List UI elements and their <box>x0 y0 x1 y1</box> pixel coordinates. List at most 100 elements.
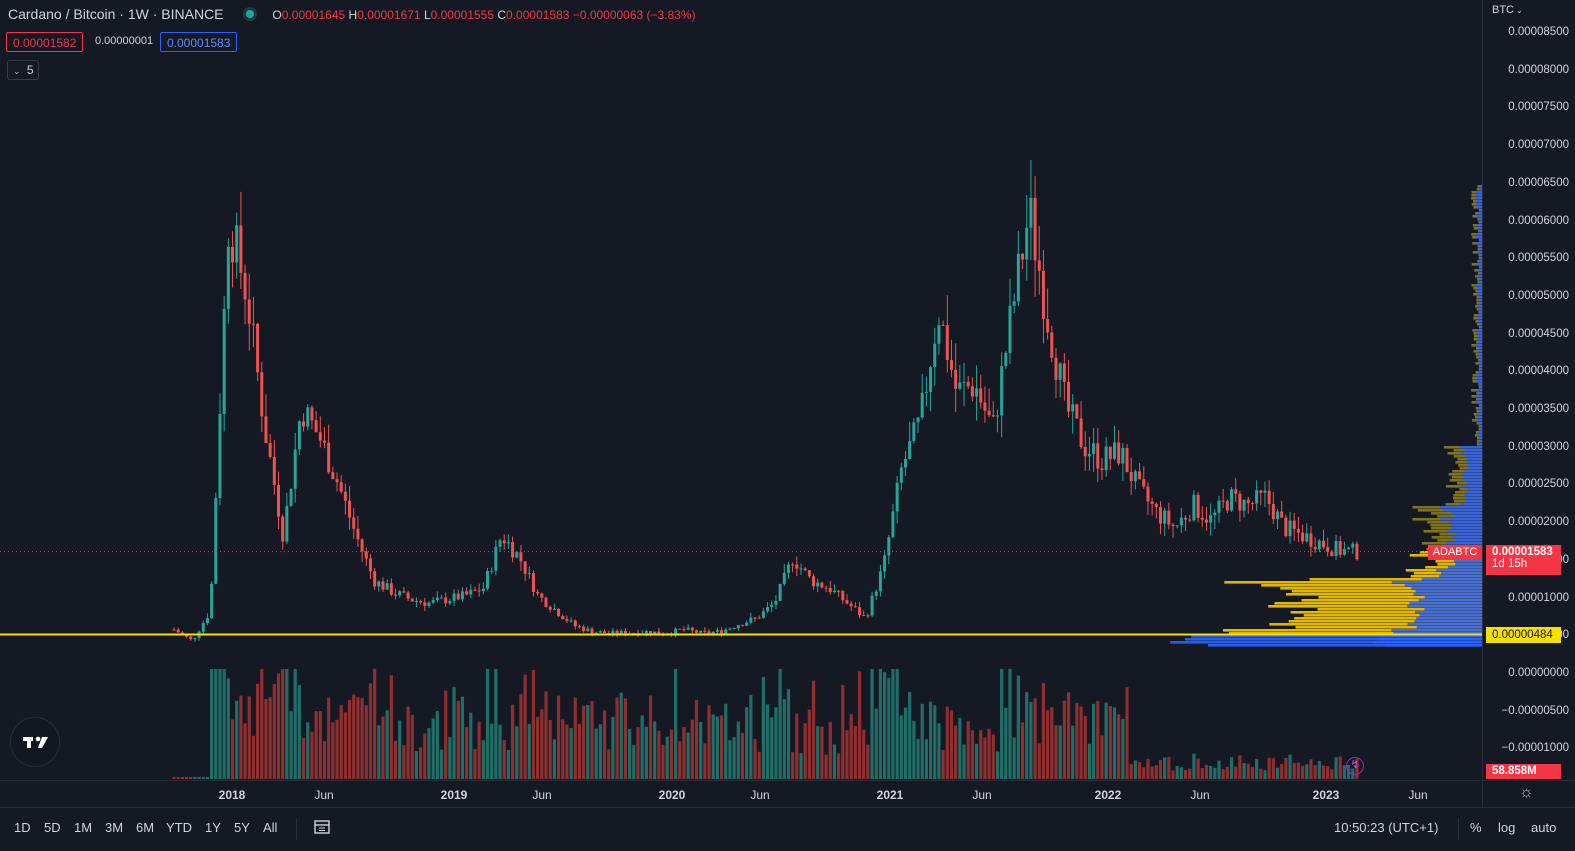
volume-bar <box>205 777 210 779</box>
candle <box>849 600 853 611</box>
volume-bar <box>281 669 285 779</box>
volume-profile-row-down <box>1478 296 1482 299</box>
symbol-title[interactable]: Cardano / Bitcoin · 1W · BINANCE <box>8 6 224 22</box>
candle <box>172 627 176 631</box>
volume-bar <box>690 719 694 779</box>
timeframe-button-ytd[interactable]: YTD <box>166 820 192 835</box>
candle <box>824 585 828 593</box>
volume-bar <box>841 685 845 779</box>
volume-profile-row-down <box>1480 266 1482 269</box>
volume-profile-row <box>1274 602 1482 605</box>
volume-profile-row-down <box>1476 242 1482 245</box>
candle <box>456 589 460 601</box>
volume-bar <box>974 743 979 779</box>
indicators-toggle[interactable]: ⌄ 5 <box>7 60 39 80</box>
candle <box>782 564 786 586</box>
candle <box>736 624 740 631</box>
volume-bar <box>958 717 962 779</box>
volume-profile-row-down <box>1451 527 1482 530</box>
percent-toggle[interactable]: % <box>1470 820 1482 835</box>
timeframe-button-5y[interactable]: 5Y <box>234 820 250 835</box>
volume-bar <box>807 709 811 779</box>
time-tick-label: 2020 <box>658 788 686 802</box>
clock[interactable]: 10:50:23 (UTC+1) <box>1334 820 1439 835</box>
volume-profile-row <box>1224 581 1482 584</box>
date-range-button[interactable] <box>313 818 331 841</box>
volume-bar <box>1221 769 1225 779</box>
candle <box>598 630 602 633</box>
volume-profile-row-down <box>1479 245 1482 248</box>
volume-bar <box>661 744 665 779</box>
volume-bar <box>490 723 494 779</box>
candle <box>1276 509 1280 529</box>
candle <box>791 562 795 573</box>
sell-button[interactable]: 0.00001582 <box>6 32 84 52</box>
candle <box>954 343 958 413</box>
volume-profile-row-down <box>1475 203 1482 206</box>
change-value: −0.00000063 (−3.83%) <box>572 8 696 22</box>
volume-bar <box>201 777 205 779</box>
timeframe-button-all[interactable]: All <box>263 820 278 835</box>
timeframe-button-3m[interactable]: 3M <box>105 820 124 835</box>
volume-profile-row-down <box>1479 260 1482 263</box>
volume-bar <box>883 672 887 779</box>
volume-bar <box>197 777 201 779</box>
volume-profile-row-down <box>1455 563 1482 566</box>
auto-toggle[interactable]: auto <box>1531 820 1557 835</box>
candle <box>218 393 222 506</box>
volume-profile-row-down <box>1480 239 1482 242</box>
volume-profile-row-down <box>1475 194 1482 197</box>
volume-profile-row-down <box>1446 530 1482 533</box>
time-tick-label: Jun <box>1408 788 1428 802</box>
candle <box>862 610 866 617</box>
settings-corner[interactable]: ☼ <box>1482 780 1575 807</box>
volume-bar <box>1288 754 1292 779</box>
candle <box>1184 515 1188 532</box>
tradingview-logo[interactable] <box>10 717 60 767</box>
candle <box>816 578 820 593</box>
volume-profile-row <box>1288 620 1482 623</box>
volume-bar <box>310 731 314 779</box>
lightning-icon[interactable]: ↯ <box>1346 757 1364 775</box>
volume-bar <box>414 751 419 779</box>
last-price-value: 0.00001583 <box>1492 546 1553 558</box>
candle <box>895 476 899 524</box>
candlestick-chart[interactable] <box>0 0 1482 780</box>
candle <box>1309 525 1313 557</box>
currency-selector[interactable]: BTC ⌄ <box>1492 4 1523 16</box>
candle <box>1322 529 1325 550</box>
volume-bar <box>1066 692 1071 779</box>
log-toggle[interactable]: log <box>1498 820 1516 835</box>
candle <box>1046 288 1050 340</box>
volume-profile-row-down <box>1476 329 1482 332</box>
timeframe-button-1y[interactable]: 1Y <box>205 820 221 835</box>
timeframe-button-6m[interactable]: 6M <box>136 820 155 835</box>
volume-profile-row-down <box>1407 623 1482 626</box>
candle <box>1271 491 1275 525</box>
volume-profile-row-down <box>1479 428 1482 431</box>
volume-profile-row-down <box>1407 605 1482 608</box>
candle <box>853 602 857 608</box>
buy-button[interactable]: 0.00001583 <box>160 32 238 52</box>
chart-pane[interactable]: Cardano / Bitcoin · 1W · BINANCE O0.0000… <box>0 0 1482 780</box>
volume-bar <box>1225 766 1229 779</box>
candle <box>1138 463 1142 480</box>
timeframe-button-5d[interactable]: 5D <box>44 820 61 835</box>
timeframe-button-1m[interactable]: 1M <box>74 820 93 835</box>
volume-bar <box>903 707 908 779</box>
candle <box>1067 359 1071 418</box>
candle <box>866 613 870 619</box>
volume-bar <box>816 726 820 779</box>
volume-profile-row-down <box>1476 332 1482 335</box>
volume-profile-row-down <box>1404 584 1482 587</box>
volume-profile-row-down <box>1478 323 1482 326</box>
time-axis[interactable]: 2018 Jun 2019 Jun 2020 Jun 2021 Jun 2022 Jun 2023 J… <box>0 780 1482 807</box>
volume-bar <box>352 694 356 779</box>
candle <box>1200 506 1204 527</box>
volume-bar <box>402 745 406 779</box>
volume-bar <box>1071 725 1075 779</box>
candle <box>745 620 749 627</box>
candle <box>970 377 974 402</box>
timeframe-button-1d[interactable]: 1D <box>14 820 31 835</box>
price-axis[interactable]: BTC ⌄ 0.00008500 0.00008000 0.00007500 0.000… <box>1428 0 1575 780</box>
